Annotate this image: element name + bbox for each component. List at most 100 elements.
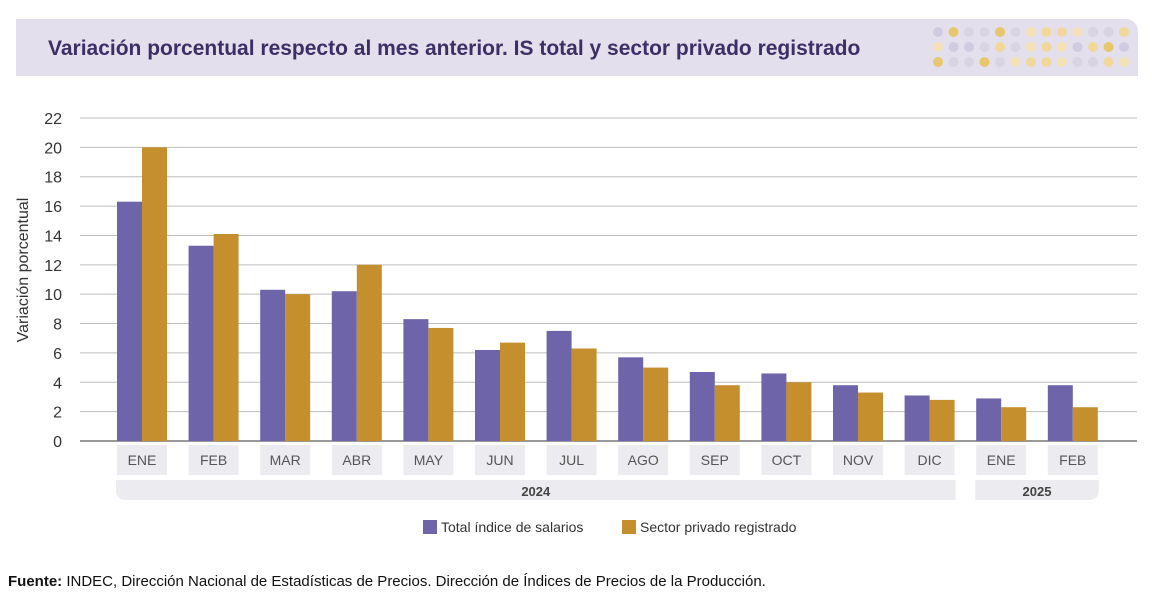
bar-total bbox=[689, 371, 715, 441]
y-tick-label: 20 bbox=[44, 140, 62, 157]
y-tick-label: 14 bbox=[44, 228, 62, 245]
dot bbox=[1057, 27, 1067, 37]
y-tick-label: 18 bbox=[44, 170, 62, 187]
bar-total bbox=[904, 395, 930, 441]
dot bbox=[964, 42, 974, 52]
dot bbox=[1041, 42, 1052, 52]
dot bbox=[948, 57, 959, 67]
chart-title: Variación porcentual respecto al mes ant… bbox=[48, 37, 861, 60]
y-tick-label: 16 bbox=[44, 199, 62, 216]
legend: Total índice de salarios Sector privado r… bbox=[423, 519, 797, 535]
x-tick-labels: ENE FEB MAR ABR MAY JUN JUL AGO SEP OCT NOV DIC ENE F… bbox=[117, 445, 1098, 475]
y-axis-label: Variación porcentual bbox=[15, 198, 32, 343]
bar-privado bbox=[1001, 407, 1027, 441]
dot bbox=[1088, 57, 1098, 67]
dot bbox=[1057, 42, 1067, 52]
y-tick-label: 10 bbox=[44, 287, 62, 304]
year-group-band bbox=[116, 480, 956, 500]
y-tick-label: 0 bbox=[53, 434, 62, 451]
bar-total bbox=[475, 349, 500, 441]
x-tick-label: ENE bbox=[987, 452, 1016, 468]
dot bbox=[1119, 27, 1129, 37]
dot bbox=[1072, 27, 1083, 37]
x-tick-box bbox=[403, 445, 454, 475]
y-tick-label: 6 bbox=[53, 346, 62, 363]
title-bar: Variación porcentual respecto al mes ant… bbox=[16, 19, 1138, 76]
dot bbox=[1041, 57, 1052, 67]
bar-privado bbox=[1072, 407, 1098, 441]
dot bbox=[933, 42, 943, 52]
bar-privado bbox=[356, 264, 382, 441]
x-tick-label: DIC bbox=[918, 452, 942, 468]
bar-total bbox=[331, 291, 357, 441]
y-tick-label: 4 bbox=[53, 375, 62, 392]
dot bbox=[964, 27, 974, 37]
dot bbox=[1010, 27, 1021, 37]
x-tick-box bbox=[833, 445, 883, 475]
bar-privado bbox=[714, 385, 740, 441]
bar-privado bbox=[858, 392, 883, 441]
bar-total bbox=[976, 398, 1002, 441]
dot bbox=[995, 42, 1005, 52]
bar-total bbox=[260, 289, 286, 441]
x-tick-box bbox=[904, 445, 955, 475]
x-tick-box bbox=[761, 445, 812, 475]
y-tick-labels: 0 2 4 6 8 10 12 14 16 18 20 22 bbox=[44, 111, 62, 451]
dot bbox=[1026, 42, 1036, 52]
x-tick-label: SEP bbox=[701, 452, 729, 468]
x-tick-box bbox=[618, 445, 669, 475]
bar-total bbox=[403, 319, 429, 441]
x-tick-box bbox=[117, 445, 167, 475]
x-tick-label: NOV bbox=[843, 452, 874, 468]
bar-privado bbox=[500, 342, 525, 441]
legend-swatch bbox=[423, 520, 437, 534]
dot bbox=[1103, 27, 1114, 37]
dot bbox=[1103, 42, 1114, 52]
dot bbox=[948, 42, 959, 52]
y-grid bbox=[80, 117, 1137, 442]
x-tick-label: ABR bbox=[342, 452, 371, 468]
dot bbox=[995, 27, 1005, 37]
dot bbox=[933, 57, 943, 67]
bar-total bbox=[833, 385, 858, 441]
y-tick-label: 8 bbox=[53, 317, 62, 334]
x-tick-box bbox=[689, 445, 740, 475]
dot bbox=[1088, 42, 1098, 52]
dot bbox=[1088, 27, 1098, 37]
dot bbox=[1103, 57, 1114, 67]
bar-privado bbox=[786, 382, 812, 441]
dot bbox=[933, 27, 943, 37]
bar-total bbox=[618, 357, 644, 441]
bar-privado bbox=[571, 348, 597, 441]
x-tick-box bbox=[475, 445, 525, 475]
bar-total bbox=[117, 201, 142, 441]
dot bbox=[1057, 57, 1067, 67]
x-tick-label: MAY bbox=[414, 452, 444, 468]
source-text: INDEC, Dirección Nacional de Estadística… bbox=[66, 573, 766, 590]
x-tick-box bbox=[260, 445, 311, 475]
bar-privado bbox=[643, 367, 669, 441]
bar-privado bbox=[929, 399, 955, 441]
year-group-label: 2025 bbox=[1023, 484, 1052, 499]
x-tick-box bbox=[331, 445, 382, 475]
year-group-label: 2024 bbox=[521, 484, 551, 499]
dot bbox=[979, 42, 990, 52]
bar-total bbox=[546, 330, 572, 441]
y-tick-label: 12 bbox=[44, 258, 62, 275]
legend-label: Sector privado registrado bbox=[640, 519, 797, 535]
dot bbox=[948, 27, 959, 37]
year-groups: 2024 2025 bbox=[116, 480, 1099, 500]
bar-total bbox=[188, 245, 214, 441]
bar-total bbox=[1047, 385, 1073, 441]
x-tick-label: ENE bbox=[128, 452, 157, 468]
bars bbox=[117, 147, 1098, 441]
x-tick-label: JUN bbox=[486, 452, 513, 468]
x-tick-label: JUL bbox=[559, 452, 584, 468]
dot bbox=[1119, 57, 1129, 67]
x-tick-label: FEB bbox=[200, 452, 227, 468]
legend-swatch bbox=[622, 520, 636, 534]
dot bbox=[1041, 27, 1052, 37]
bar-privado bbox=[142, 147, 167, 441]
bar-chart: 0 2 4 6 8 10 12 14 16 18 20 22 Variación porcentual… bbox=[15, 111, 1137, 535]
dot bbox=[979, 57, 990, 67]
